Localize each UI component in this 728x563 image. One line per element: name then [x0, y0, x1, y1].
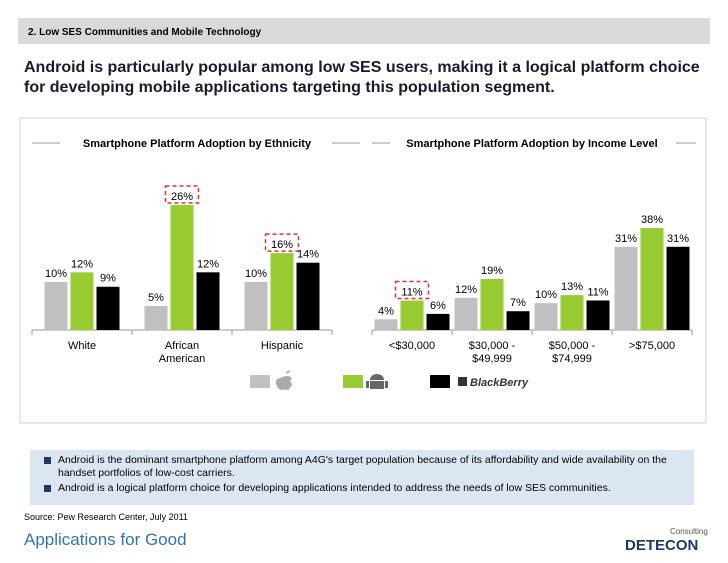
- value-label: 26%: [171, 191, 193, 203]
- value-label: 31%: [667, 233, 689, 245]
- bar: [666, 246, 690, 330]
- value-label: 19%: [481, 265, 503, 277]
- value-label: 16%: [271, 239, 293, 251]
- legend-swatch: [430, 375, 450, 388]
- bar: [170, 205, 194, 330]
- logo-right: DETECON: [625, 537, 699, 554]
- bar: [586, 300, 610, 330]
- value-label: 11%: [587, 286, 608, 298]
- android-icon: [366, 374, 388, 389]
- bar: [640, 228, 664, 330]
- header: 2. Low SES Communities and Mobile Techno…: [28, 27, 262, 38]
- highlight-box: [394, 280, 430, 300]
- chart-title: Smartphone Platform Adoption by Ethnicit…: [83, 138, 312, 150]
- value-label: 5%: [148, 292, 164, 304]
- x-tick-label: Hispanic: [260, 340, 304, 352]
- bar: [506, 311, 530, 330]
- bar: [374, 319, 398, 330]
- x-tick-label: >$75,000: [628, 340, 676, 352]
- bar: [244, 281, 268, 330]
- x-tick-label: $50,000 - $74,999: [548, 340, 596, 365]
- header-bar: [18, 18, 710, 44]
- x-tick-label: White: [67, 340, 97, 352]
- bar: [96, 286, 120, 330]
- value-label: 4%: [378, 305, 394, 317]
- bar: [614, 246, 638, 330]
- source: Source: Pew Research Center, July 2011: [24, 512, 188, 522]
- bullet: Android is the dominant smartphone platf…: [30, 454, 694, 480]
- value-label: 11%: [401, 286, 422, 298]
- legend-brand: BlackBerry: [470, 377, 529, 389]
- value-label: 38%: [641, 214, 663, 226]
- value-label: 13%: [561, 281, 583, 293]
- bar: [196, 272, 220, 330]
- bar: [480, 279, 504, 330]
- value-label: 10%: [535, 289, 557, 301]
- bar: [560, 295, 584, 330]
- value-label: 12%: [455, 284, 477, 296]
- bar: [270, 253, 294, 330]
- value-label: 10%: [245, 268, 267, 280]
- value-label: 7%: [510, 297, 526, 309]
- highlight-box: [164, 185, 200, 204]
- value-label: 31%: [615, 233, 637, 245]
- bar: [400, 300, 424, 330]
- bar: [144, 305, 168, 330]
- bar: [454, 297, 478, 330]
- highlight-box: [264, 233, 300, 252]
- chart-frame: [19, 117, 707, 424]
- blackberry-icon: [458, 377, 467, 386]
- x-tick-label: <$30,000: [388, 340, 436, 352]
- bar: [426, 313, 450, 330]
- value-label: 10%: [45, 268, 67, 280]
- bar: [534, 303, 558, 330]
- value-label: 14%: [297, 249, 319, 261]
- value-label: 9%: [100, 273, 116, 285]
- bar: [296, 262, 320, 330]
- value-label: 12%: [71, 258, 93, 270]
- value-label: 12%: [197, 258, 219, 270]
- bullet-box: Android is the dominant smartphone platf…: [30, 450, 694, 505]
- bar: [44, 281, 68, 330]
- logo-right-small: Consulting: [670, 527, 708, 536]
- apple-icon: [275, 370, 292, 390]
- x-tick-label: African American: [158, 340, 206, 365]
- legend-swatch: [250, 375, 270, 388]
- bar: [70, 272, 94, 330]
- value-label: 6%: [430, 300, 446, 312]
- bullet: Android is a logical platform choice for…: [30, 482, 694, 495]
- legend-swatch: [343, 375, 363, 388]
- chart-title: Smartphone Platform Adoption by Income L…: [406, 138, 657, 150]
- logo-left: Applications for Good: [24, 530, 187, 549]
- x-tick-label: $30,000 - $49,999: [468, 340, 516, 365]
- headline: Android is particularly popular among lo…: [24, 59, 700, 96]
